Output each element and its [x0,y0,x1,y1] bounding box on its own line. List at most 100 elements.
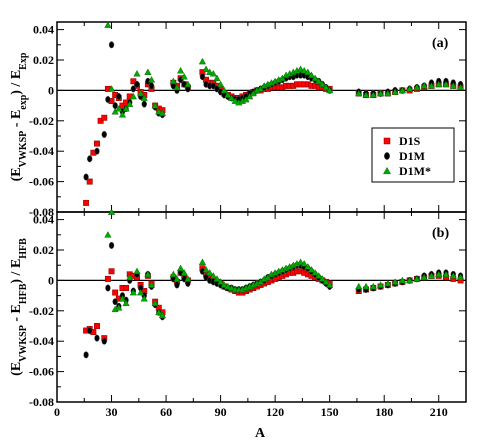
data-point [174,281,180,289]
data-point [155,108,163,115]
data-point [220,86,228,94]
data-point [304,68,312,75]
data-point [83,199,90,206]
y-tick-label: -0.02 [29,114,54,128]
data-point [369,282,377,290]
y-tick-label: 0.02 [33,243,54,257]
data-point [107,85,116,92]
data-point [376,281,385,288]
data-point [115,104,123,112]
data-point [202,266,210,273]
data-point [300,66,308,74]
x-tick-label: 0 [54,405,60,419]
data-point [307,266,316,273]
data-point [133,70,141,77]
data-point [406,276,414,284]
data-point [151,101,159,109]
data-point [224,282,232,290]
data-point [315,272,323,279]
data-point [173,275,181,282]
data-point [158,109,167,116]
panel-label: (b) [432,226,449,241]
data-point [87,327,93,335]
y-tick-label: -0.04 [29,334,54,348]
data-point [206,269,214,276]
data-point [427,82,436,89]
data-point [311,74,319,82]
data-point [209,70,217,77]
data-point [384,89,392,97]
data-point [406,85,414,92]
data-point [198,57,207,65]
x-tick-label: 180 [375,405,393,419]
data-point [304,263,312,270]
data-point [300,260,308,267]
data-point [169,270,177,278]
data-point [173,83,181,91]
data-point [384,279,392,287]
data-point [180,269,188,276]
data-point [137,288,145,296]
data-point [101,130,107,138]
y-tick-label: -0.08 [29,205,54,219]
y-axis-title: (EVWKSP - Eexp) / EExp [9,52,29,181]
data-point [144,270,152,278]
data-point [86,178,93,185]
data-point [112,289,119,296]
data-point [144,68,152,75]
data-point [217,278,225,285]
panel-b: 0.04 0.02 0 -0.02 -0.04 -0.06 -0.08 (b) (EVWKSP … [9,210,467,409]
data-point [123,285,130,291]
data-point [449,82,457,89]
data-point [456,273,465,281]
data-point [115,304,123,311]
data-point [177,264,185,272]
data-point [315,77,323,85]
x-tick-label: 210 [430,405,448,419]
data-point [420,82,428,89]
data-point [137,89,145,97]
data-point [104,21,112,28]
plot-frame [56,21,467,213]
data-point [456,83,465,91]
data-point [129,92,137,100]
data-point [213,275,221,282]
data-point [97,117,104,124]
legend-marker [384,152,390,160]
data-point [362,282,370,290]
data-point [413,83,421,91]
data-point [83,173,89,181]
data-point [322,83,330,91]
plot-frame [56,211,467,403]
y-tick-label: -0.08 [29,395,54,409]
y-tick-label: 0.04 [33,213,54,227]
data-point [362,91,370,98]
data-point [94,140,100,147]
legend-marker [383,137,391,145]
data-point [184,80,192,88]
data-point [231,97,239,104]
panel-a: 0.04 0.02 0 -0.02 -0.04 -0.06 -0.08 (a) (EVWKSP … [9,21,467,219]
data-point [147,76,156,83]
data-point [224,91,232,98]
data-point [198,258,207,265]
y-tick-label: -0.02 [29,304,54,318]
data-point [318,80,326,88]
data-point [227,284,236,291]
data-points [83,210,465,359]
data-point [122,299,130,306]
data-point [307,71,316,78]
data-point [391,278,399,285]
data-point [83,351,89,359]
y-axis-title: (EVWKSP - EHFB) / EHFB [9,238,29,376]
data-point [151,299,159,306]
data-point [101,337,107,345]
data-point [398,86,406,94]
x-tick-label: 150 [321,405,339,419]
data-point [326,86,334,94]
data-point [442,80,450,88]
data-point [442,270,450,278]
data-point [118,294,127,302]
data-point [108,241,115,249]
